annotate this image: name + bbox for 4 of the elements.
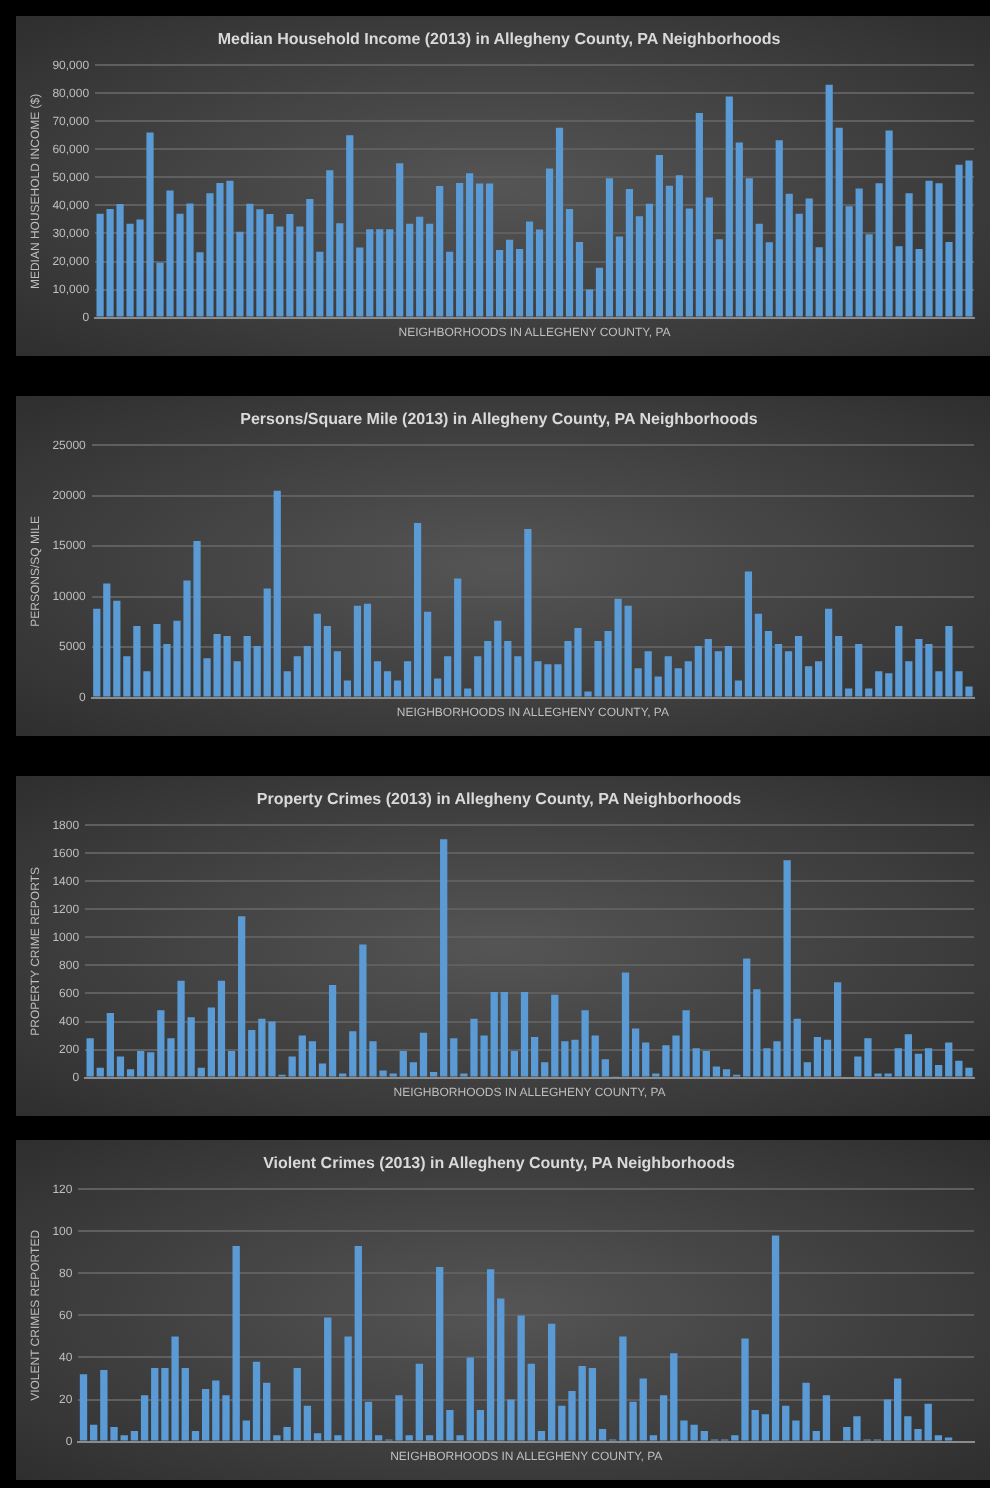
chart-title: Violent Crimes (2013) in Allegheny County, PA Neighborhoods	[263, 1154, 736, 1173]
chart-title: Persons/Square Mile (2013) in Allegheny County, PA Neighborhoods	[240, 410, 759, 429]
chart-title: Median Household Income (2013) in Allegheny County, PA Neighborhoods	[217, 30, 782, 49]
chart-title: Property Crimes (2013) in Allegheny County, PA Neighborhoods	[256, 790, 743, 809]
